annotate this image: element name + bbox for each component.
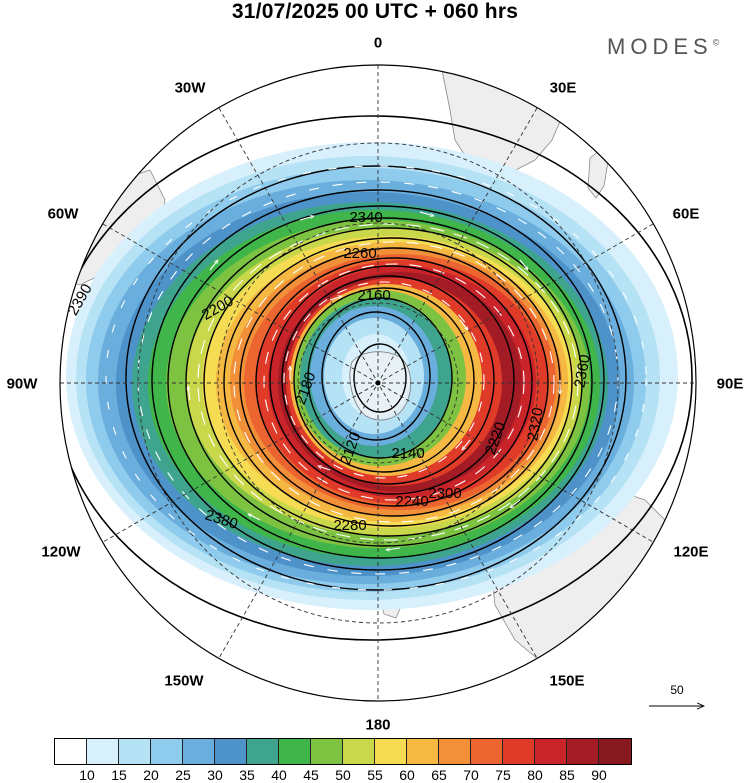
colorbar-swatch [215,739,247,764]
longitude-label-30e: 30E [549,79,577,97]
longitude-label-90e: 90E [716,375,744,393]
contour-label: 2260 [343,245,376,262]
colorbar-swatch [439,739,471,764]
longitude-label-60w: 60W [47,205,79,223]
height-contours [60,115,693,641]
colorbar-tick-label: 85 [559,767,575,783]
colorbar-tick-label: 20 [143,767,159,783]
colorbar-tick-label: 35 [239,767,255,783]
contour-label: 2140 [391,445,424,462]
map-boundary [59,64,697,702]
contour-label: 2320 [524,406,547,442]
map-title: 31/07/2025 00 UTC + 060 hrs [231,0,519,23]
colorbar-swatch [151,739,183,764]
colorbar-swatch [343,739,375,764]
wind-vectors [105,165,647,591]
colorbar-swatch [311,739,343,764]
colorbar [54,738,632,765]
colorbar-swatch [183,739,215,764]
colorbar-tick-label: 75 [495,767,511,783]
colorbar-tick-label: 25 [175,767,191,783]
colorbar-swatch [247,739,279,764]
longitude-label-30w: 30W [174,79,206,97]
longitude-label-90w: 90W [6,375,38,393]
south-pole-marker [375,380,381,386]
reference-vector-label: 50 [670,683,684,697]
copyright-mark: © [712,37,720,48]
longitude-label-120e: 120E [673,543,709,561]
colorbar-tick-label: 65 [431,767,447,783]
wind-arrow-heads [188,211,560,550]
colorbar-swatch [279,739,311,764]
longitude-label-0: 0 [373,34,383,52]
colorbar-tick-label: 15 [111,767,127,783]
brand-logo: MODES© [607,34,719,60]
colorbar-swatch [87,739,119,764]
colorbar-swatch [55,739,87,764]
colorbar-tick-label: 30 [207,767,223,783]
map-disk [60,65,696,701]
colorbar-tick-label: 60 [399,767,415,783]
contour-label: 2340 [349,209,382,226]
reference-arrow-icon [649,697,708,713]
colorbar-tick-label: 70 [463,767,479,783]
colorbar-swatch [407,739,439,764]
contour-label: 2240 [395,493,428,510]
colorbar-tick-label: 90 [591,767,607,783]
longitude-label-60e: 60E [672,205,700,223]
colorbar-swatch [471,739,503,764]
longitude-label-120w: 120W [41,543,81,561]
contour-label: 2280 [333,517,366,534]
colorbar-swatch [567,739,599,764]
longitude-label-150e: 150E [549,672,585,690]
colorbar-tick-label: 10 [79,767,95,783]
colorbar-tick-label: 50 [335,767,351,783]
contour-label: 2160 [357,287,390,304]
contour-label: 2360 [571,353,594,389]
longitude-label-150w: 150W [164,672,204,690]
contour-label: 2300 [428,485,461,502]
colorbar-swatch [535,739,567,764]
colorbar-swatch [503,739,535,764]
brand-text: MODES [607,34,713,59]
colorbar-tick-label: 80 [527,767,543,783]
colorbar-swatch [599,739,631,764]
reference-vector: 50 [648,683,706,716]
colorbar-tick-label: 55 [367,767,383,783]
colorbar-swatch [375,739,407,764]
colorbar-tick-label: 45 [303,767,319,783]
colorbar-swatch [119,739,151,764]
colorbar-tick-label: 40 [271,767,287,783]
longitude-label-180: 180 [365,716,391,734]
polar-map: 2120 2140 2160 2180 2200 2220 2240 2260 … [59,64,697,702]
